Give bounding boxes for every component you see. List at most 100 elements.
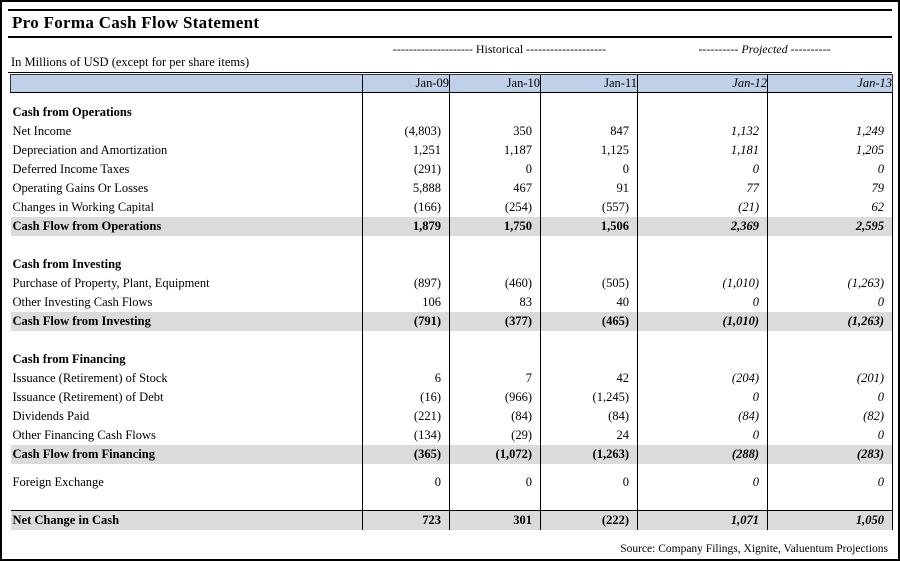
value-cell (637, 254, 768, 274)
value-cell: (84) (449, 406, 541, 426)
value-cell: 6 (362, 368, 450, 388)
row-label: Issuance (Retirement) of Stock (12, 370, 168, 385)
value-cell: 847 (540, 121, 638, 141)
row-label: Depreciation and Amortization (12, 142, 168, 157)
row-label: Cash from Investing (12, 256, 122, 271)
value-cell: (460) (449, 273, 541, 293)
value-cell (540, 330, 638, 350)
data-row: Net Income (4,803) 350 847 1,132 1,249 (11, 121, 893, 141)
value-cell: 467 (449, 178, 541, 198)
data-row: Issuance (Retirement) of Stock 6 7 42 (204)(… (11, 368, 893, 388)
value-cell (767, 330, 893, 350)
value-cell: 7 (449, 368, 541, 388)
value-cell: 1,181 (637, 140, 768, 160)
value-cell: 350 (449, 121, 541, 141)
value-cell (540, 92, 638, 103)
value-cell: 40 (540, 292, 638, 312)
value-cell: (897) (362, 273, 450, 293)
value-cell: (1,245) (540, 387, 638, 407)
value-cell: (201) (767, 368, 893, 388)
row-label: Cash from Operations (12, 104, 132, 119)
value-cell: 106 (362, 292, 450, 312)
data-row: Purchase of Property, Plant, Equipment (8… (11, 273, 893, 293)
value-cell: 1,879 (362, 216, 450, 236)
value-cell (362, 235, 450, 255)
value-cell: 0 (637, 292, 768, 312)
value-cell: 0 (540, 472, 638, 492)
value-cell: 1,506 (540, 216, 638, 236)
value-cell (767, 491, 893, 511)
value-cell: (557) (540, 197, 638, 217)
value-cell (449, 92, 541, 103)
row-label: Cash from Financing (12, 351, 126, 366)
spacer-row (11, 235, 893, 255)
value-cell (540, 463, 638, 473)
value-cell (362, 491, 450, 511)
subtitle-divider (8, 72, 892, 73)
data-row: Deferred Income Taxes (291) 0 0 0 0 (11, 159, 893, 179)
value-cell: 1,249 (767, 121, 893, 141)
value-cell: 1,750 (449, 216, 541, 236)
row-label: Changes in Working Capital (12, 199, 154, 214)
value-cell: 0 (637, 425, 768, 445)
value-cell: 301 (449, 510, 541, 530)
row-label: Dividends Paid (12, 408, 90, 423)
column-header: Jan-13 (767, 74, 893, 93)
value-cell: (21) (637, 197, 768, 217)
value-cell: (505) (540, 273, 638, 293)
value-cell: (16) (362, 387, 450, 407)
value-cell (449, 349, 541, 369)
row-label: Issuance (Retirement) of Debt (12, 389, 164, 404)
value-cell: (966) (449, 387, 541, 407)
value-cell (637, 330, 768, 350)
value-cell: 0 (767, 472, 893, 492)
spacer-row (11, 491, 893, 511)
projected-group-header: ---------- Projected ---------- (698, 42, 831, 56)
value-cell (540, 349, 638, 369)
data-row: Issuance (Retirement) of Debt (16) (966) (1… (11, 387, 893, 407)
row-label: Other Financing Cash Flows (12, 427, 156, 442)
value-cell (637, 463, 768, 473)
value-cell: (791) (362, 311, 450, 331)
row-label: Deferred Income Taxes (12, 161, 130, 176)
value-cell: 1,071 (637, 510, 768, 530)
value-cell (540, 235, 638, 255)
spacer-sm-row (11, 92, 893, 103)
value-cell: 1,251 (362, 140, 450, 160)
value-cell: (291) (362, 159, 450, 179)
row-label: Purchase of Property, Plant, Equipment (12, 275, 210, 290)
row-label: Net Income (12, 123, 72, 138)
value-cell (362, 102, 450, 122)
value-cell: 77 (637, 178, 768, 198)
value-cell: (29) (449, 425, 541, 445)
value-cell: (1,263) (767, 311, 893, 331)
value-cell: 0 (449, 472, 541, 492)
value-cell: 1,187 (449, 140, 541, 160)
value-cell (767, 102, 893, 122)
column-header: Jan-09 (362, 74, 450, 93)
row-label: Cash Flow from Investing (10, 311, 363, 331)
value-cell: (4,803) (362, 121, 450, 141)
value-cell (540, 491, 638, 511)
data-row: Operating Gains Or Losses 5,888 467 91 77 79 (11, 178, 893, 198)
row-label: Other Investing Cash Flows (12, 294, 153, 309)
spacer-row (11, 330, 893, 350)
value-cell: (1,263) (540, 444, 638, 464)
value-cell: (222) (540, 510, 638, 530)
value-cell: (1,010) (637, 311, 768, 331)
value-cell: 0 (637, 159, 768, 179)
table-body: Cash from Operations Net Income (4,803) 350… (10, 92, 893, 530)
value-cell (362, 349, 450, 369)
value-cell (637, 349, 768, 369)
value-cell (449, 102, 541, 122)
value-cell (362, 92, 450, 103)
value-cell: 62 (767, 197, 893, 217)
row-label: Foreign Exchange (12, 474, 104, 489)
subtotal-row: Cash Flow from Investing (791) (377) (465)(… (10, 311, 893, 331)
value-cell (362, 330, 450, 350)
value-cell: 0 (767, 292, 893, 312)
column-header-row: Jan-09 Jan-10 Jan-11 Jan-12 Jan-13 (10, 74, 893, 93)
cash-flow-table: Jan-09 Jan-10 Jan-11 Jan-12 Jan-13 Cash from… (10, 74, 893, 530)
value-cell (637, 491, 768, 511)
value-cell (767, 92, 893, 103)
